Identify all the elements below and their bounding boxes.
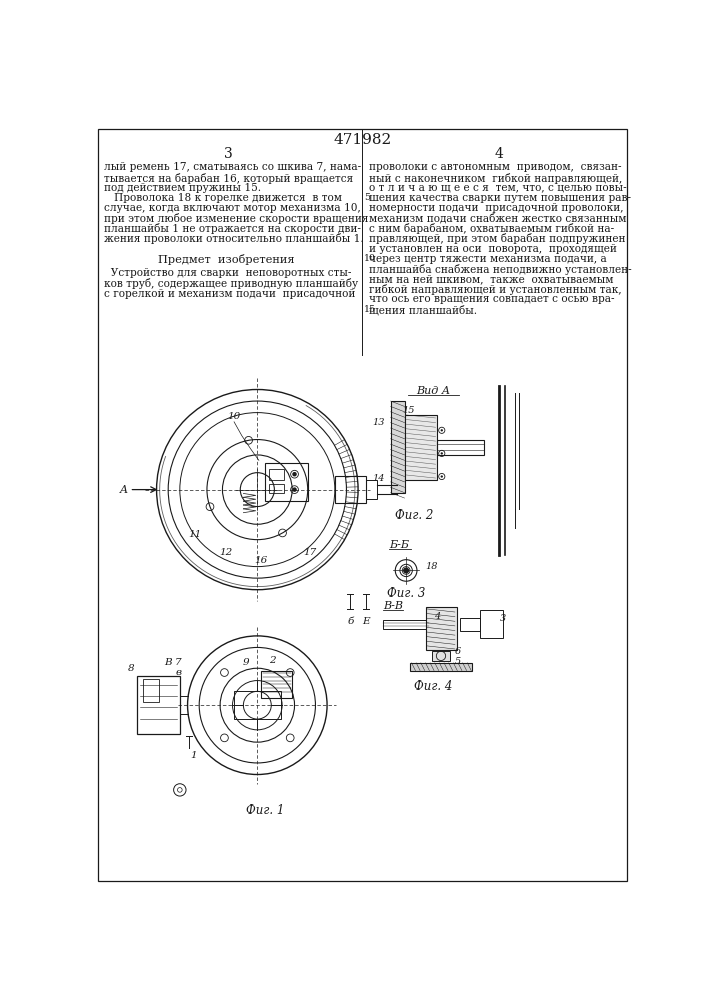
Text: Фиг. 2: Фиг. 2: [395, 509, 433, 522]
Text: Предмет  изобретения: Предмет изобретения: [158, 254, 295, 265]
Text: ный с наконечником  гибкой направляющей,: ный с наконечником гибкой направляющей,: [369, 173, 622, 184]
Text: в: в: [175, 668, 181, 677]
Text: что ось его вращения совпадает с осью вра-: что ось его вращения совпадает с осью вр…: [369, 294, 614, 304]
Text: под действием пружины 15.: под действием пружины 15.: [104, 183, 261, 193]
Text: Фиг. 1: Фиг. 1: [246, 804, 284, 817]
Text: 14: 14: [372, 474, 385, 483]
Text: 1: 1: [190, 751, 197, 760]
Text: В-В: В-В: [383, 601, 403, 611]
Text: 18: 18: [426, 562, 438, 571]
Bar: [391, 401, 404, 493]
Text: 6: 6: [455, 647, 461, 656]
Text: Фиг. 3: Фиг. 3: [387, 587, 426, 600]
Bar: [460, 618, 480, 631]
Circle shape: [440, 475, 443, 478]
Text: 471982: 471982: [333, 133, 392, 147]
Bar: [269, 484, 284, 493]
Circle shape: [293, 488, 296, 491]
Text: 10: 10: [364, 254, 376, 263]
Text: 7: 7: [175, 658, 182, 667]
Bar: [480, 610, 503, 638]
Bar: [383, 620, 429, 629]
Text: номерности подачи  присадочной проволоки,: номерности подачи присадочной проволоки,: [369, 203, 624, 213]
Text: Устройство для сварки  неповоротных сты-: Устройство для сварки неповоротных сты-: [104, 268, 351, 278]
Text: 15: 15: [402, 406, 415, 415]
Text: и установлен на оси  поворота,  проходящей: и установлен на оси поворота, проходящей: [369, 244, 617, 254]
Text: E: E: [362, 617, 370, 626]
Bar: [261, 671, 292, 698]
Bar: [144, 679, 159, 702]
Text: б: б: [347, 617, 354, 626]
Text: случае, когда включают мотор механизма 10,: случае, когда включают мотор механизма 1…: [104, 203, 361, 213]
Text: Б-Б: Б-Б: [389, 540, 409, 550]
Text: лый ремень 17, сматываясь со шкива 7, нама-: лый ремень 17, сматываясь со шкива 7, на…: [104, 162, 361, 172]
Text: с горелкой и механизм подачи  присадочной: с горелкой и механизм подачи присадочной: [104, 289, 355, 299]
Text: 2: 2: [269, 656, 276, 665]
Bar: [366, 480, 378, 499]
Bar: [265, 463, 308, 501]
Text: 9: 9: [243, 658, 249, 667]
Text: 8: 8: [128, 664, 134, 673]
Text: Вид А: Вид А: [416, 386, 450, 396]
Text: 3: 3: [500, 614, 506, 623]
Text: B: B: [165, 658, 172, 667]
Text: тывается на барабан 16, который вращается: тывается на барабан 16, который вращаетс…: [104, 173, 353, 184]
Circle shape: [293, 473, 296, 476]
Text: 5: 5: [364, 193, 370, 202]
Text: гибкой направляющей и установленным так,: гибкой направляющей и установленным так,: [369, 284, 621, 295]
Text: с ним барабаном, охватываемым гибкой на-: с ним барабаном, охватываемым гибкой на-: [369, 223, 614, 234]
Text: жения проволоки относительно планшайбы 1.: жения проволоки относительно планшайбы 1…: [104, 233, 363, 244]
Circle shape: [440, 429, 443, 431]
Bar: [234, 691, 281, 719]
Bar: [426, 607, 457, 650]
Circle shape: [440, 452, 443, 455]
Bar: [269, 469, 284, 480]
Bar: [404, 415, 437, 480]
Text: 13: 13: [372, 418, 385, 427]
Text: 5: 5: [455, 657, 461, 666]
Text: планшайба снабжена неподвижно установлен-: планшайба снабжена неподвижно установлен…: [369, 264, 631, 275]
Text: 4: 4: [495, 147, 503, 161]
Circle shape: [404, 568, 409, 573]
Text: через центр тяжести механизма подачи, а: через центр тяжести механизма подачи, а: [369, 254, 607, 264]
Text: 11: 11: [189, 530, 202, 539]
Bar: [137, 676, 180, 734]
Text: 15: 15: [364, 305, 376, 314]
Text: правляющей, при этом барабан подпружинен: правляющей, при этом барабан подпружинен: [369, 233, 626, 244]
Text: 16: 16: [255, 556, 268, 565]
Text: Проволока 18 к горелке движется  в том: Проволока 18 к горелке движется в том: [104, 193, 342, 203]
Text: Фиг. 4: Фиг. 4: [414, 680, 452, 693]
Bar: [410, 663, 472, 671]
Text: 12: 12: [220, 548, 233, 557]
Text: 4: 4: [434, 612, 440, 621]
Text: проволоки с автономным  приводом,  связан-: проволоки с автономным приводом, связан-: [369, 162, 621, 172]
Text: щения планшайбы.: щения планшайбы.: [369, 305, 477, 315]
Text: ков труб, содержащее приводную планшайбу: ков труб, содержащее приводную планшайбу: [104, 278, 358, 289]
Text: шения качества сварки путем повышения рав-: шения качества сварки путем повышения ра…: [369, 193, 631, 203]
Bar: [437, 440, 484, 455]
Text: механизм подачи снабжен жестко связанным: механизм подачи снабжен жестко связанным: [369, 213, 626, 224]
Text: при этом любое изменение скорости вращения: при этом любое изменение скорости вращен…: [104, 213, 368, 224]
Text: 10: 10: [228, 412, 240, 421]
Text: 17: 17: [303, 548, 317, 557]
Text: A: A: [120, 485, 128, 495]
Bar: [335, 476, 366, 503]
Text: 3: 3: [223, 147, 233, 161]
Text: о т л и ч а ю щ е е с я  тем, что, с целью повы-: о т л и ч а ю щ е е с я тем, что, с цель…: [369, 183, 626, 193]
Bar: [432, 651, 450, 661]
Text: ным на ней шкивом,  также  охватываемым: ным на ней шкивом, также охватываемым: [369, 274, 614, 284]
Text: планшайбы 1 не отражается на скорости дви-: планшайбы 1 не отражается на скорости дв…: [104, 223, 361, 234]
